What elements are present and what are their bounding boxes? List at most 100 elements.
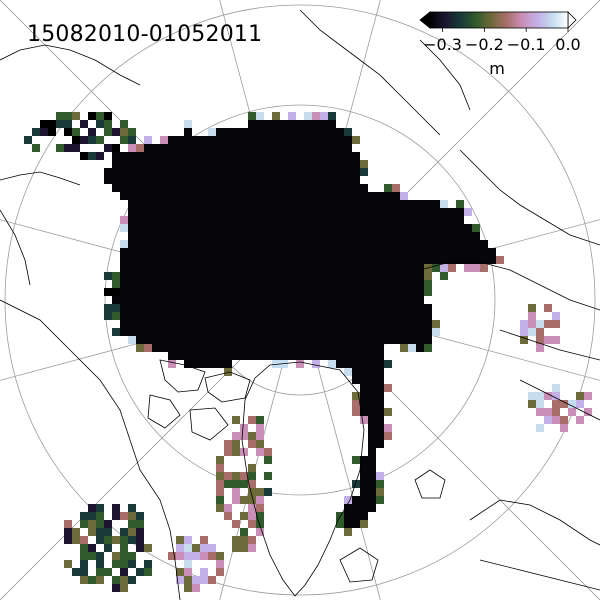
data-cell: [256, 512, 264, 520]
data-cell: [432, 256, 440, 264]
data-cell: [392, 272, 400, 280]
data-cell: [328, 264, 336, 272]
data-cell: [368, 288, 376, 296]
data-cell: [368, 216, 376, 224]
coastline: [519, 379, 600, 421]
data-cell: [144, 168, 152, 176]
data-cell: [184, 120, 192, 128]
data-cell: [208, 224, 216, 232]
data-cell: [144, 568, 152, 576]
data-cell: [392, 296, 400, 304]
data-cell: [312, 272, 320, 280]
data-cell: [288, 136, 296, 144]
data-cell: [352, 328, 360, 336]
data-cell: [328, 248, 336, 256]
data-cell: [96, 560, 104, 568]
data-cell: [408, 336, 416, 344]
data-cell: [344, 496, 352, 504]
data-cell: [272, 280, 280, 288]
data-cell: [568, 408, 576, 416]
data-cell: [424, 320, 432, 328]
data-cell: [128, 312, 136, 320]
data-cell: [448, 240, 456, 248]
data-cell: [264, 176, 272, 184]
data-cell: [176, 568, 184, 576]
data-cell: [368, 344, 376, 352]
data-cell: [256, 416, 264, 424]
data-cell: [240, 432, 248, 440]
data-cell: [232, 272, 240, 280]
data-cell: [232, 232, 240, 240]
data-cell: [160, 256, 168, 264]
data-cell: [120, 560, 128, 568]
data-cell: [184, 240, 192, 248]
data-cell: [400, 232, 408, 240]
data-cell: [224, 480, 232, 488]
data-cell: [240, 304, 248, 312]
data-cell: [176, 192, 184, 200]
data-cell: [376, 304, 384, 312]
data-cell: [120, 128, 128, 136]
data-cell: [208, 336, 216, 344]
data-cell: [264, 136, 272, 144]
data-cell: [312, 304, 320, 312]
data-cell: [304, 112, 312, 120]
data-cell: [216, 456, 224, 464]
data-cell: [184, 152, 192, 160]
data-cell: [120, 256, 128, 264]
data-cell: [552, 384, 560, 392]
data-cell: [312, 216, 320, 224]
data-cell: [224, 280, 232, 288]
data-cell: [136, 280, 144, 288]
data-cell: [344, 208, 352, 216]
data-cell: [408, 328, 416, 336]
data-cell: [144, 184, 152, 192]
data-cell: [312, 232, 320, 240]
data-cell: [88, 512, 96, 520]
data-cell: [248, 440, 256, 448]
data-cell: [136, 200, 144, 208]
data-cell: [368, 464, 376, 472]
data-cell: [272, 184, 280, 192]
data-cell: [240, 208, 248, 216]
data-cell: [488, 256, 496, 264]
data-cell: [216, 480, 224, 488]
data-cell: [128, 512, 136, 520]
data-cell: [344, 248, 352, 256]
data-cell: [176, 224, 184, 232]
data-cell: [360, 352, 368, 360]
data-cell: [304, 208, 312, 216]
data-cell: [360, 168, 368, 176]
data-cell: [40, 128, 48, 136]
data-cell: [144, 328, 152, 336]
data-cell: [232, 496, 240, 504]
data-cell: [136, 184, 144, 192]
data-cell: [224, 312, 232, 320]
data-cell: [288, 128, 296, 136]
data-cell: [352, 256, 360, 264]
data-cell: [360, 488, 368, 496]
data-cell: [464, 240, 472, 248]
data-cell: [416, 296, 424, 304]
data-cell: [184, 256, 192, 264]
data-cell: [320, 272, 328, 280]
data-cell: [560, 400, 568, 408]
data-cell: [296, 280, 304, 288]
data-cell: [416, 336, 424, 344]
data-cell: [200, 320, 208, 328]
data-cell: [64, 144, 72, 152]
data-cell: [360, 208, 368, 216]
data-cell: [272, 248, 280, 256]
data-cell: [376, 352, 384, 360]
data-cell: [248, 496, 256, 504]
data-cell: [352, 272, 360, 280]
data-cell: [320, 120, 328, 128]
data-cell: [128, 288, 136, 296]
data-cell: [424, 304, 432, 312]
data-cell: [400, 192, 408, 200]
data-cell: [352, 504, 360, 512]
data-cell: [320, 344, 328, 352]
data-cell: [24, 136, 32, 144]
data-cell: [400, 240, 408, 248]
data-cell: [240, 200, 248, 208]
